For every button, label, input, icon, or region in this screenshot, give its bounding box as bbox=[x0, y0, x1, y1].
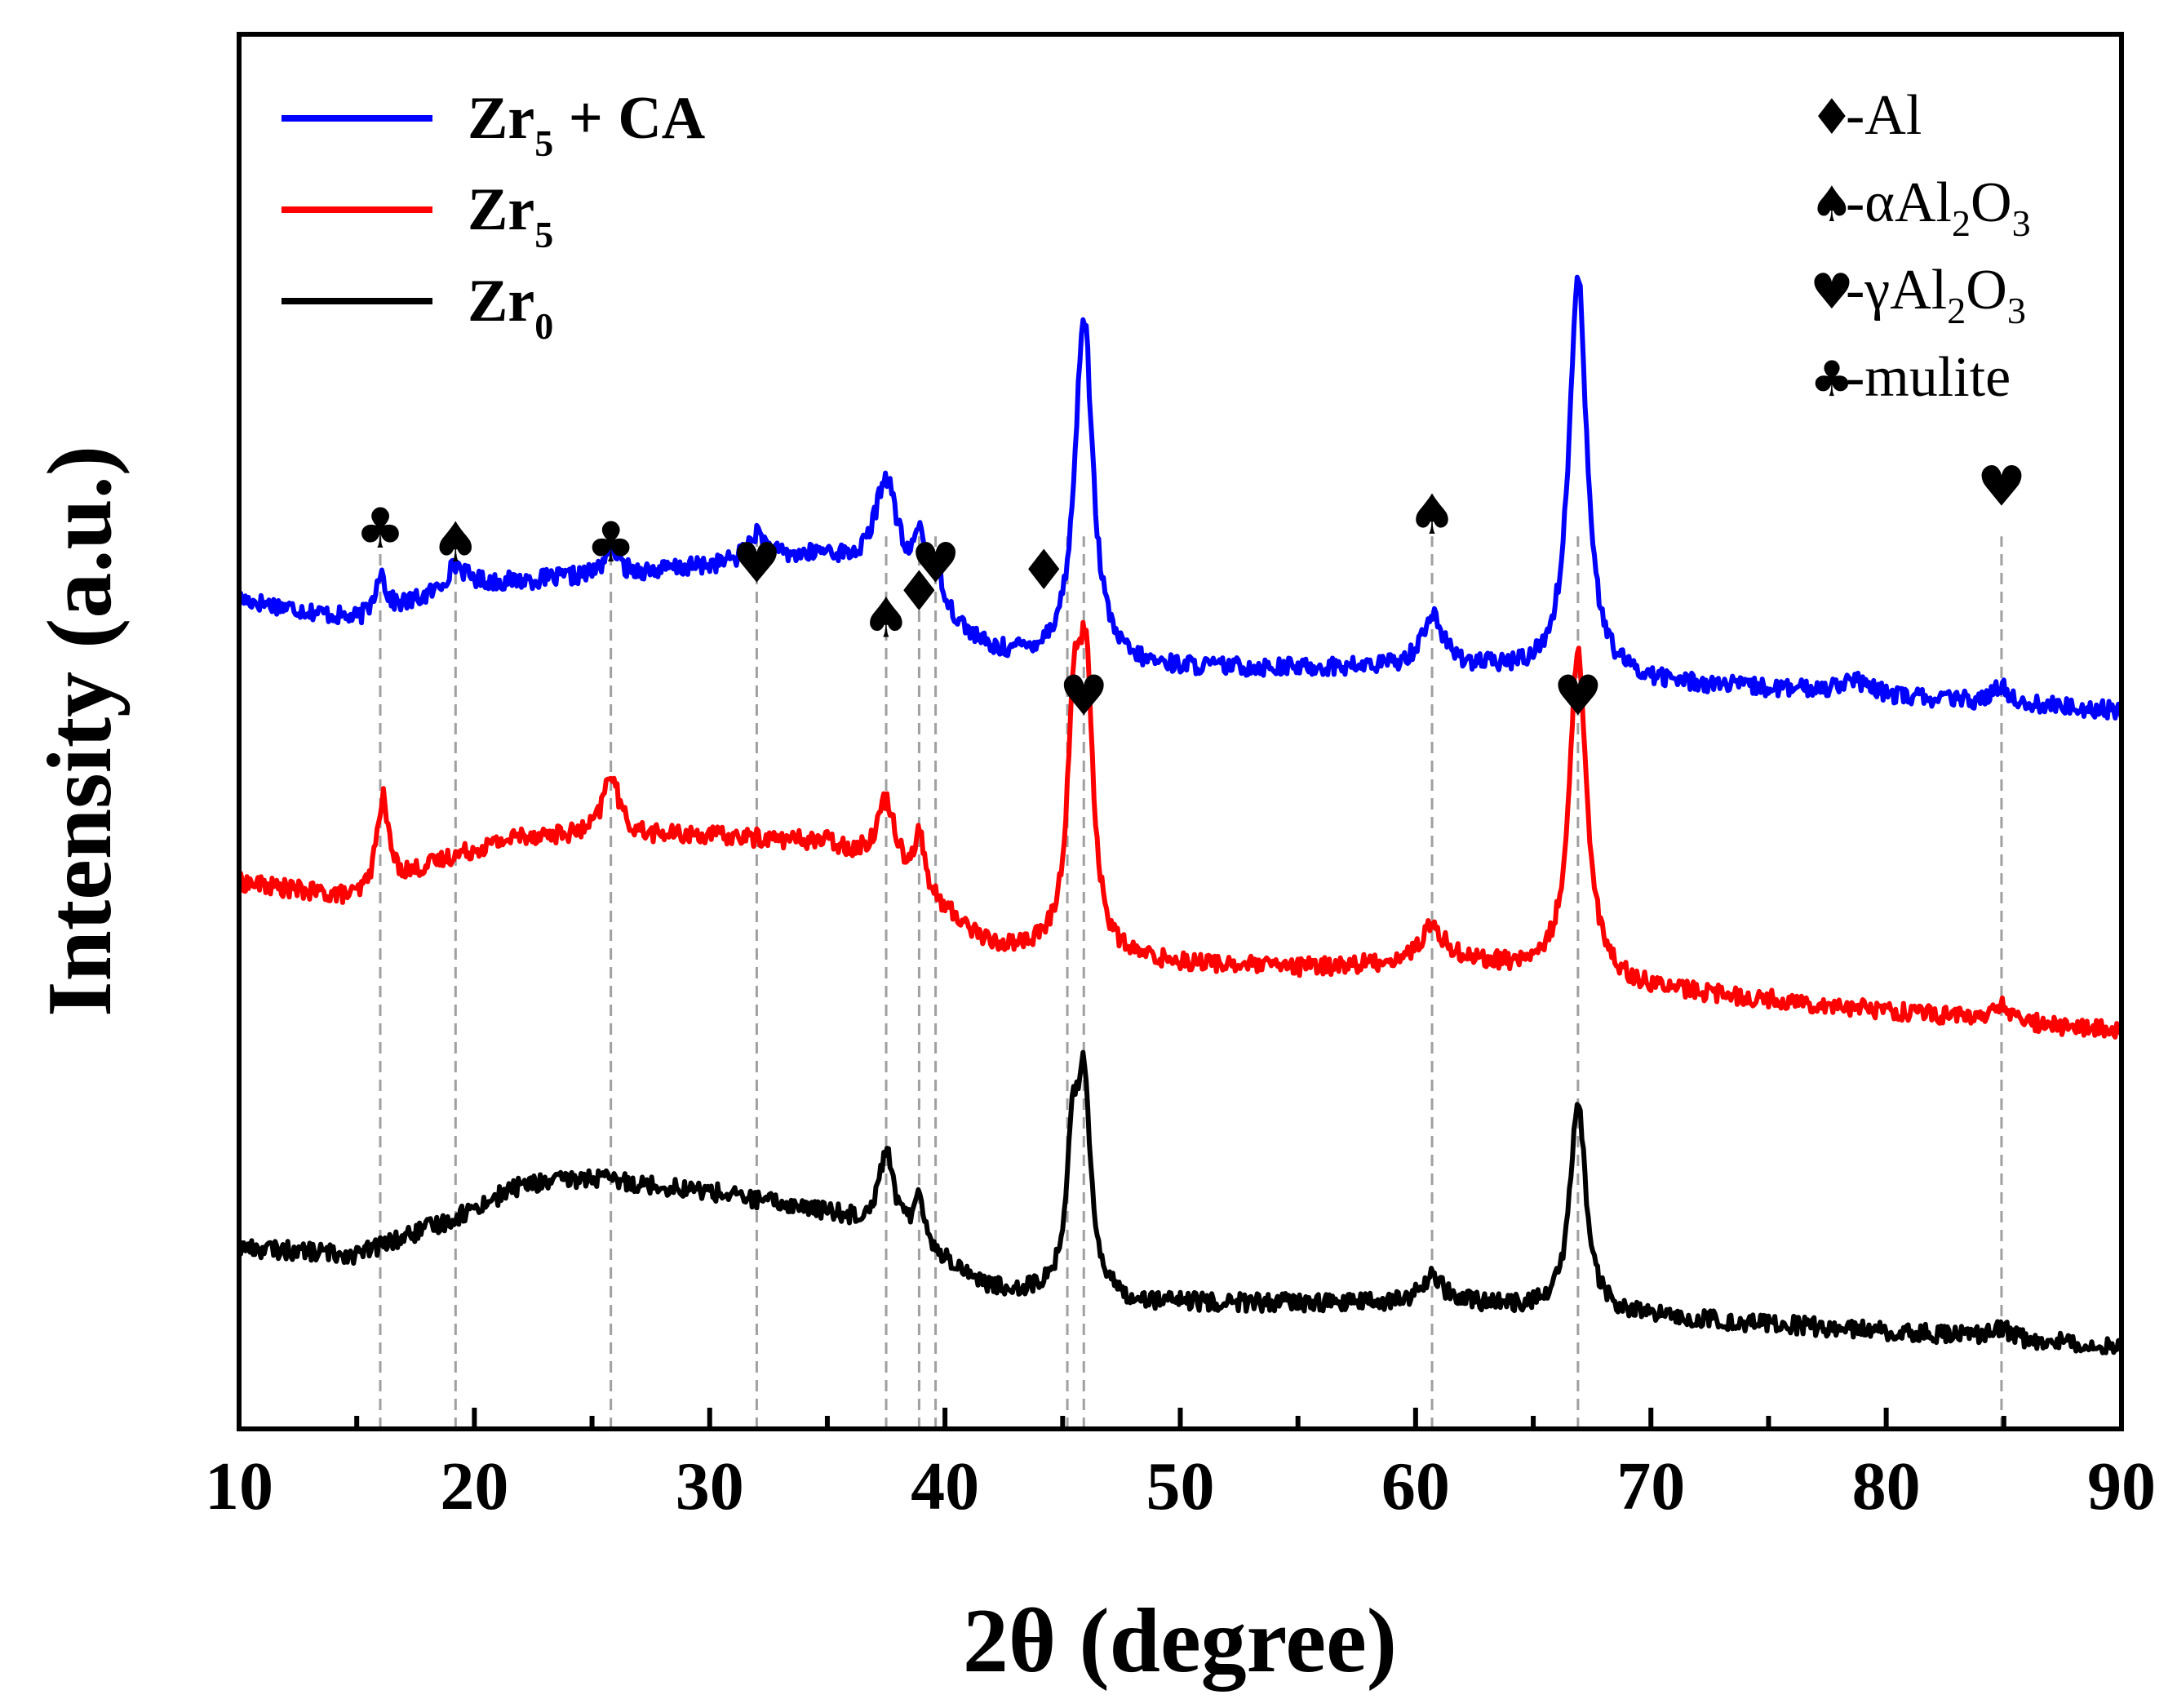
y-axis-title: Intensity (a.u.) bbox=[29, 446, 131, 1017]
phase-marker: ♥ bbox=[732, 532, 782, 597]
x-tick-label: 50 bbox=[1146, 1448, 1215, 1524]
x-tick-label: 30 bbox=[676, 1448, 744, 1524]
phase-key-glyph: ♣ bbox=[1810, 351, 1854, 408]
x-axis-ticks: 10 20 30 40 50 60 70 80 90 bbox=[205, 1408, 2156, 1524]
phase-key-label: -Al bbox=[1846, 84, 1922, 147]
phase-marker: ♥ bbox=[1553, 664, 1603, 729]
x-tick-label: 40 bbox=[911, 1448, 979, 1524]
phase-key-glyph: ♦ bbox=[1810, 89, 1854, 146]
phase-marker: ♥ bbox=[1059, 664, 1109, 729]
series-group bbox=[237, 274, 2124, 1355]
x-tick-label: 20 bbox=[440, 1448, 508, 1524]
x-tick-label: 10 bbox=[205, 1448, 273, 1524]
phase-marker: ♠ bbox=[1408, 483, 1457, 548]
phase-marker: ♠ bbox=[862, 586, 911, 650]
phase-marker: ♥ bbox=[911, 532, 960, 597]
phase-key-glyph: ♥ bbox=[1810, 264, 1854, 321]
phase-marker: ♥ bbox=[1976, 455, 2026, 520]
x-tick-label: 60 bbox=[1381, 1448, 1450, 1524]
x-axis-title: 2θ (degree) bbox=[963, 1590, 1397, 1692]
x-tick-label: 80 bbox=[1852, 1448, 1921, 1524]
phase-marker: ♦ bbox=[1019, 539, 1069, 603]
series-line-0 bbox=[237, 274, 2124, 721]
x-tick-label: 70 bbox=[1616, 1448, 1685, 1524]
legend-label-1: Zr5 bbox=[468, 176, 553, 255]
phase-key-glyph: ♠ bbox=[1810, 176, 1854, 233]
series-line-2 bbox=[237, 1049, 2124, 1355]
series-line-1 bbox=[237, 619, 2124, 1040]
phase-key-label: -γAl2O3 bbox=[1846, 259, 2026, 331]
phase-key-label: -αAl2O3 bbox=[1846, 171, 2031, 244]
phase-markers: ♣ ♠ ♣ ♥♠♦♥ ♦♥♠♥♥ bbox=[356, 455, 2027, 729]
phase-key-label: -mulite bbox=[1846, 346, 2011, 409]
legend-label-2: Zr0 bbox=[468, 268, 553, 347]
phase-marker: ♦ bbox=[894, 560, 944, 624]
x-tick-label: 90 bbox=[2087, 1448, 2156, 1524]
legend: Zr5 + CA Zr5 Zr0 bbox=[282, 85, 705, 347]
phase-marker: ♣ bbox=[586, 511, 636, 575]
phase-key: ♦-Al ♠-αAl2O3 ♥-γAl2O3 ♣-mulite bbox=[1810, 84, 2031, 409]
legend-label-0: Zr5 + CA bbox=[468, 85, 705, 164]
phase-marker: ♠ bbox=[431, 511, 481, 575]
phase-marker: ♣ bbox=[356, 497, 406, 561]
